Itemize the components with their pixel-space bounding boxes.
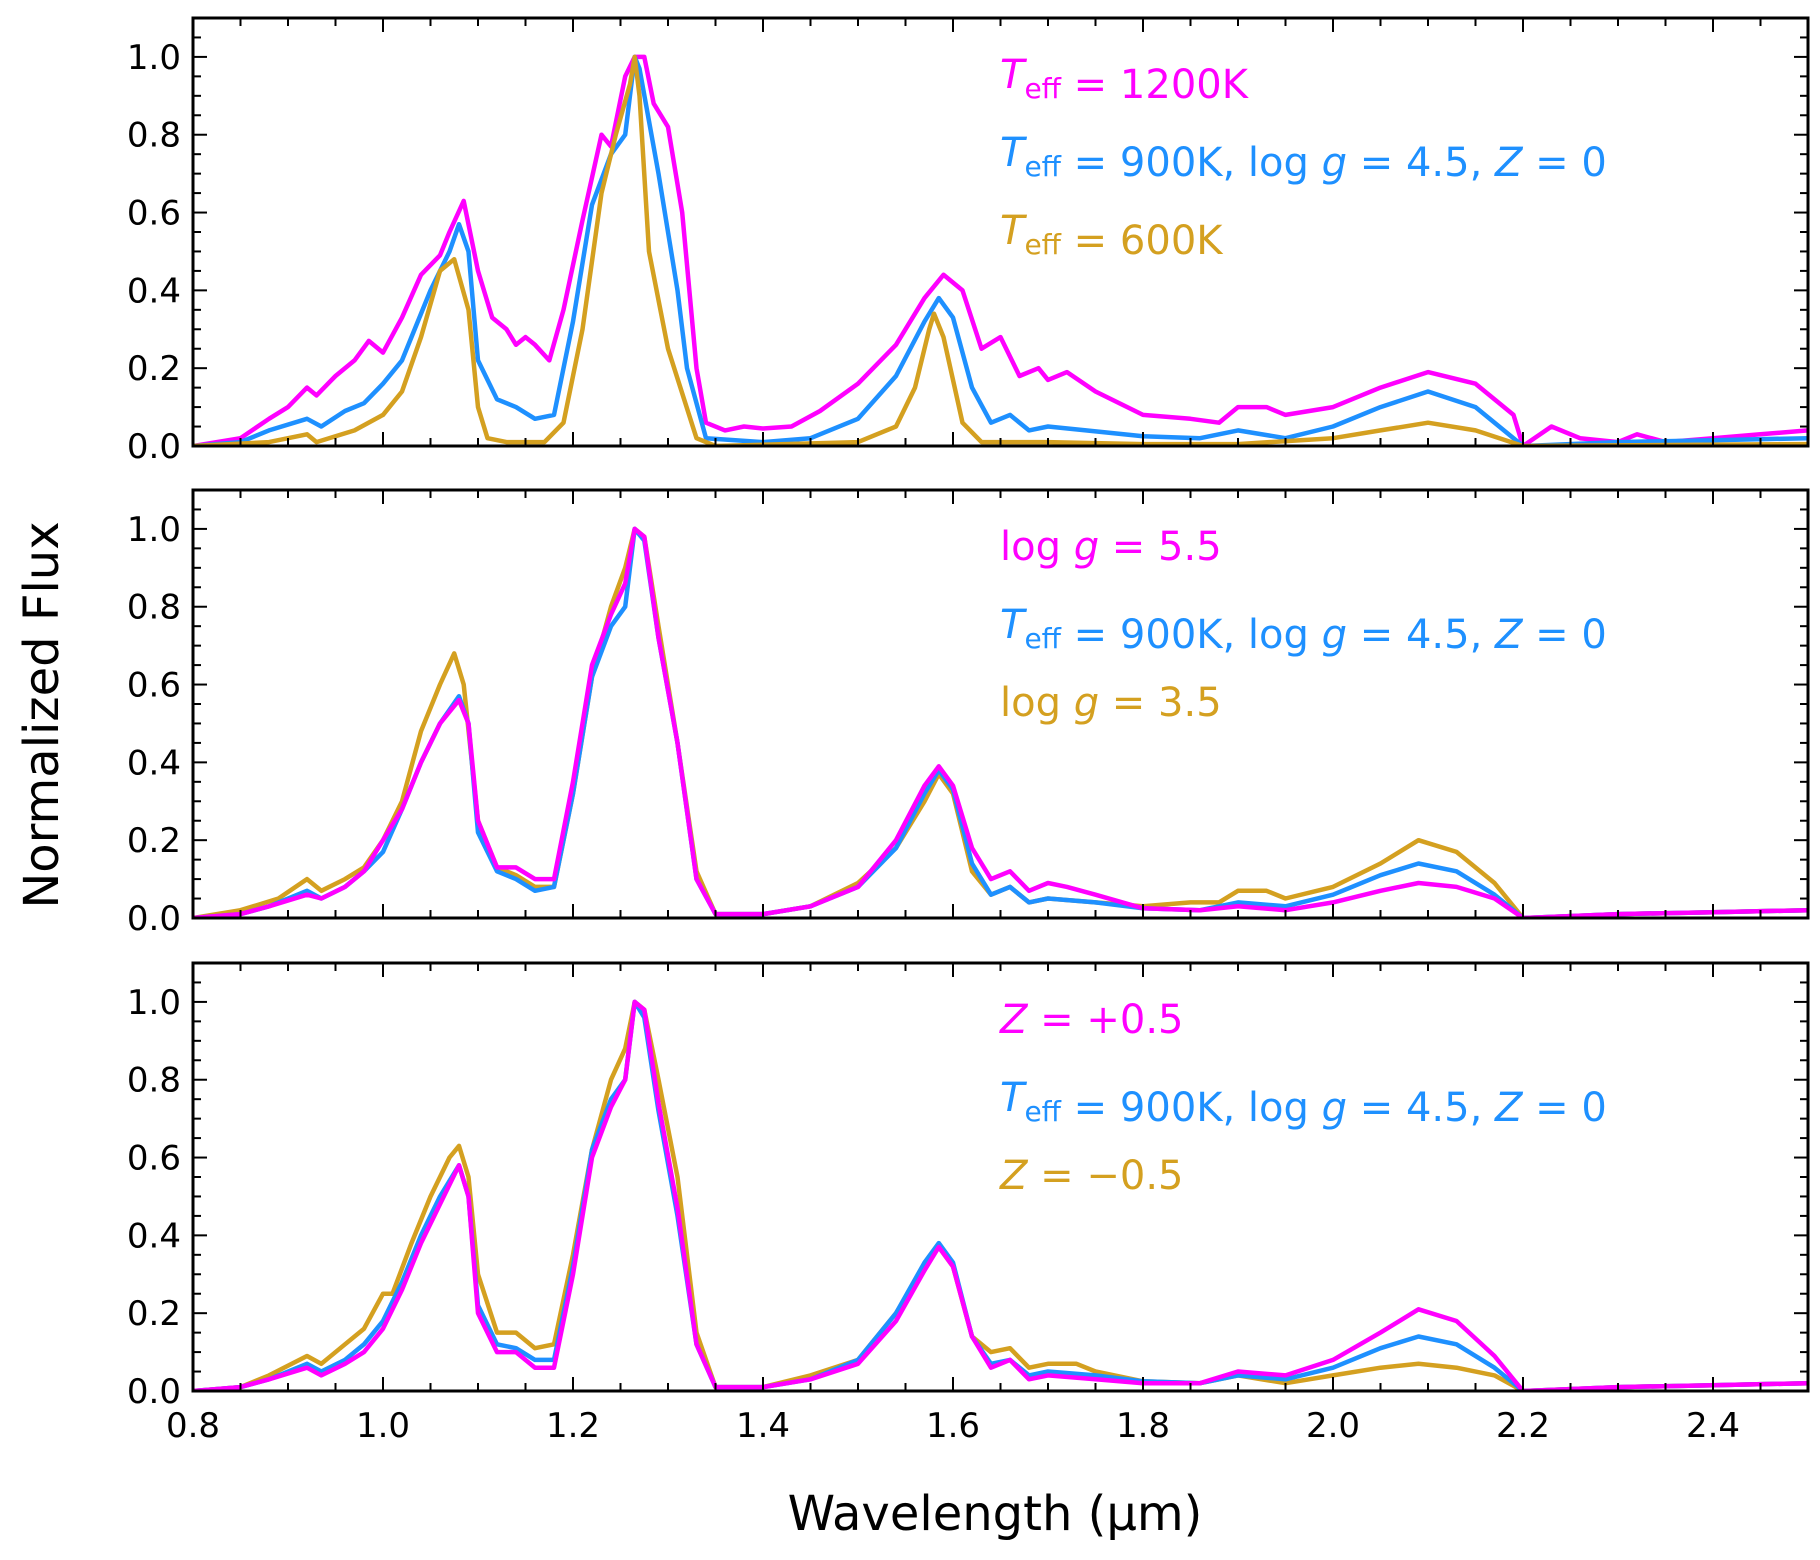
y-tick-label: 0.4 bbox=[127, 743, 181, 783]
y-tick-label: 0.8 bbox=[127, 1061, 181, 1101]
legend-entry-gold: Teff = 600K bbox=[1000, 208, 1224, 264]
y-axis-title: Normalized Flux bbox=[14, 521, 70, 908]
y-tick-label: 0.2 bbox=[127, 1294, 181, 1334]
legend-text-part: g bbox=[1074, 680, 1099, 726]
x-tick-label: 1.6 bbox=[926, 1406, 980, 1446]
y-tick-label: 1.0 bbox=[127, 983, 181, 1023]
legend-text-part: = 5.5 bbox=[1099, 524, 1222, 570]
legend-text-part: g bbox=[1322, 1085, 1347, 1131]
x-tick-label: 0.8 bbox=[166, 1406, 220, 1446]
legend-text-part: = 0 bbox=[1522, 1085, 1606, 1131]
legend-text-part: eff bbox=[1024, 228, 1061, 261]
y-tick-label: 0.6 bbox=[127, 1139, 181, 1179]
series-line-magenta bbox=[193, 54, 1808, 446]
legend-text-part: Z bbox=[999, 1153, 1029, 1199]
x-tick-label: 1.4 bbox=[736, 1406, 790, 1446]
y-tick-label: 0.8 bbox=[127, 588, 181, 628]
legend-text-part: T bbox=[1000, 1075, 1028, 1121]
legend-text-part: Z bbox=[1494, 612, 1524, 658]
legend-text-part: = 0 bbox=[1522, 140, 1606, 186]
legend-text-part: = 4.5, bbox=[1347, 1085, 1495, 1131]
legend-text-part: log bbox=[1000, 524, 1074, 570]
y-tick-label: 0.6 bbox=[127, 666, 181, 706]
legend-text-part: = 900K, log bbox=[1061, 1085, 1322, 1131]
y-tick-label: 0.6 bbox=[127, 194, 181, 234]
x-tick-label: 1.0 bbox=[356, 1406, 410, 1446]
x-tick-label: 2.2 bbox=[1496, 1406, 1550, 1446]
legend-text-part: log bbox=[1000, 680, 1074, 726]
legend-text-part: = 600K bbox=[1061, 218, 1224, 264]
legend-text-part: T bbox=[1000, 208, 1028, 254]
legend-text-part: g bbox=[1322, 140, 1347, 186]
legend-text-part: eff bbox=[1024, 150, 1061, 183]
y-tick-label: 0.2 bbox=[127, 821, 181, 861]
series-line-blue bbox=[193, 54, 1808, 446]
y-tick-label: 0.0 bbox=[127, 427, 181, 467]
x-tick-label: 2.4 bbox=[1686, 1406, 1740, 1446]
legend-text-part: Z bbox=[1494, 1085, 1524, 1131]
y-tick-label: 0.8 bbox=[127, 116, 181, 156]
legend-text-part: T bbox=[1000, 602, 1028, 648]
legend-entry-magenta: Teff = 1200K bbox=[1000, 52, 1250, 108]
legend-text-part: = 900K, log bbox=[1061, 612, 1322, 658]
legend-text-part: = +0.5 bbox=[1027, 997, 1183, 1043]
legend-text-part: Z bbox=[999, 997, 1029, 1043]
legend-text-part: T bbox=[1000, 52, 1028, 98]
legend-text-part: eff bbox=[1024, 72, 1061, 105]
legend-entry-blue: Teff = 900K, log g = 4.5, Z = 0 bbox=[1000, 130, 1607, 186]
y-tick-label: 1.0 bbox=[127, 38, 181, 78]
y-tick-label: 0.0 bbox=[127, 899, 181, 939]
legend-entry-magenta: log g = 5.5 bbox=[1000, 524, 1222, 570]
legend-text-part: g bbox=[1074, 524, 1099, 570]
y-tick-label: 1.0 bbox=[127, 510, 181, 550]
legend-text-part: T bbox=[1000, 130, 1028, 176]
legend-text-part: = −0.5 bbox=[1027, 1153, 1183, 1199]
legend-text-part: g bbox=[1322, 612, 1347, 658]
legend-entry-blue: Teff = 900K, log g = 4.5, Z = 0 bbox=[1000, 602, 1607, 658]
legend-text-part: = 3.5 bbox=[1099, 680, 1222, 726]
series-line-gold bbox=[193, 999, 1808, 1391]
y-tick-label: 0.2 bbox=[127, 349, 181, 389]
legend-text-part: = 4.5, bbox=[1347, 140, 1495, 186]
y-tick-label: 0.0 bbox=[127, 1372, 181, 1412]
legend-text-part: = 1200K bbox=[1061, 62, 1250, 108]
legend-text-part: Z bbox=[1494, 140, 1524, 186]
y-tick-label: 0.4 bbox=[127, 271, 181, 311]
panel-2: 0.0 0.2 0.4 0.6 0.8 1.0 log g = 5.5 Teff = 900K… bbox=[127, 488, 1810, 939]
legend-text-part: = 0 bbox=[1522, 612, 1606, 658]
legend-entry-magenta: Z = +0.5 bbox=[999, 997, 1183, 1043]
legend-entry-blue: Teff = 900K, log g = 4.5, Z = 0 bbox=[1000, 1075, 1607, 1131]
series-line-magenta bbox=[193, 999, 1808, 1391]
legend-text-part: = 4.5, bbox=[1347, 612, 1495, 658]
legend-entry-gold: log g = 3.5 bbox=[1000, 680, 1222, 726]
legend-text-part: eff bbox=[1024, 1095, 1061, 1128]
legend-entry-gold: Z = −0.5 bbox=[999, 1153, 1183, 1199]
x-axis-title: Wavelength (μm) bbox=[788, 1486, 1203, 1542]
legend-text-part: eff bbox=[1024, 622, 1061, 655]
x-tick-label: 1.2 bbox=[546, 1406, 600, 1446]
legend-text-part: = 900K, log bbox=[1061, 140, 1322, 186]
x-tick-label: 1.8 bbox=[1116, 1406, 1170, 1446]
y-tick-label: 0.4 bbox=[127, 1216, 181, 1256]
panel-3: 0.0 0.2 0.4 0.6 0.8 1.0 0.8 1.0 1.2 1.4 1.6 1.8 2.0 2… bbox=[127, 961, 1810, 1446]
x-tick-label: 2.0 bbox=[1306, 1406, 1360, 1446]
